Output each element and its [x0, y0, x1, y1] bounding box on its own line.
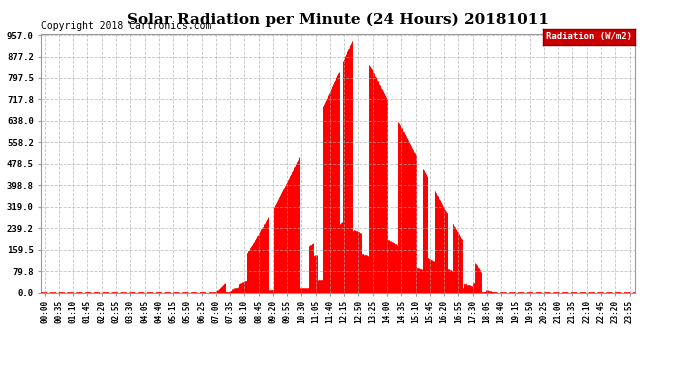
Text: Copyright 2018 Cartronics.com: Copyright 2018 Cartronics.com — [41, 21, 212, 31]
Title: Solar Radiation per Minute (24 Hours) 20181011: Solar Radiation per Minute (24 Hours) 20… — [127, 13, 549, 27]
